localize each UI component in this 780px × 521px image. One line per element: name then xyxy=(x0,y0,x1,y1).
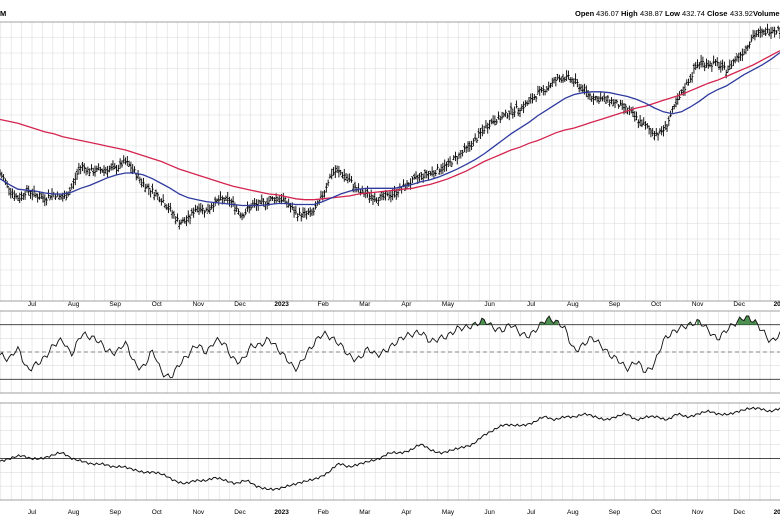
open-value: 436.07 xyxy=(596,9,619,18)
x-tick-label: Nov xyxy=(193,509,205,516)
x-tick-label: Apr xyxy=(401,301,412,308)
rsi-overbought-fill xyxy=(540,316,559,325)
x-tick-label: Jul xyxy=(527,509,536,516)
x-tick-label: Oct xyxy=(651,301,661,308)
x-tick-label: May xyxy=(442,301,455,308)
x-tick-label: Sep xyxy=(109,509,121,516)
close-label: Close xyxy=(707,9,727,18)
x-tick-label: Mar xyxy=(359,509,371,516)
open-label: Open xyxy=(575,9,595,18)
rsi-overbought-fill xyxy=(479,318,491,325)
x-tick-label: Dec xyxy=(733,301,745,308)
x-tick-label: Nov xyxy=(692,301,704,308)
rsi-overbought-fill xyxy=(697,319,700,325)
panel-borders xyxy=(0,21,780,501)
x-tick-label: Aug xyxy=(68,301,80,308)
x-tick-label: Sep xyxy=(109,301,121,308)
x-tick-label: 2023 xyxy=(274,301,289,308)
high-value: 438.87 xyxy=(640,9,663,18)
x-tick-label: Nov xyxy=(193,301,205,308)
reference-lines xyxy=(0,324,780,459)
ma-long-line xyxy=(0,50,780,201)
x-tick-label: Jun xyxy=(484,301,495,308)
rsi-overbought-fill xyxy=(737,316,758,325)
x-tick-label: Aug xyxy=(567,509,579,516)
x-tick-label: Dec xyxy=(234,509,246,516)
x-tick-label: Mar xyxy=(359,301,371,308)
close-value: 433.92 xyxy=(730,9,753,18)
series-layer xyxy=(0,23,780,491)
x-tick-label: Jul xyxy=(527,301,536,308)
header-fragment: M xyxy=(0,9,6,18)
x-tick-label: Aug xyxy=(68,509,80,516)
rsi-line xyxy=(0,315,780,379)
x-tick-label: Oct xyxy=(651,509,661,516)
x-tick-label: Dec xyxy=(234,301,246,308)
x-tick-label: 2024 xyxy=(774,509,780,516)
x-tick-label: Sep xyxy=(609,509,621,516)
x-tick-label: 2024 xyxy=(774,301,780,308)
x-axis-labels: Jul Aug Sep Oct Nov Dec 2023 Feb Mar Apr May Jun Jul… xyxy=(28,301,780,516)
x-tick-label: Feb xyxy=(318,301,330,308)
x-tick-label: Oct xyxy=(152,509,162,516)
x-tick-label: 2023 xyxy=(274,509,289,516)
relative-strength-line xyxy=(0,406,780,491)
x-tick-label: Sep xyxy=(609,301,621,308)
x-tick-label: Jun xyxy=(484,509,495,516)
low-label: Low xyxy=(665,9,680,18)
x-tick-label: Oct xyxy=(152,301,162,308)
volume-label: Volume xyxy=(753,9,780,18)
x-tick-label: May xyxy=(442,509,455,516)
low-value: 432.74 xyxy=(682,9,705,18)
x-tick-label: Apr xyxy=(401,509,412,516)
ma-short-line xyxy=(0,52,780,207)
x-tick-label: Jul xyxy=(28,509,37,516)
x-tick-label: Nov xyxy=(692,509,704,516)
x-tick-label: Aug xyxy=(567,301,579,308)
x-tick-label: Feb xyxy=(318,509,330,516)
x-tick-label: Dec xyxy=(733,509,745,516)
x-tick-label: Jul xyxy=(28,301,37,308)
high-label: High xyxy=(621,9,638,18)
